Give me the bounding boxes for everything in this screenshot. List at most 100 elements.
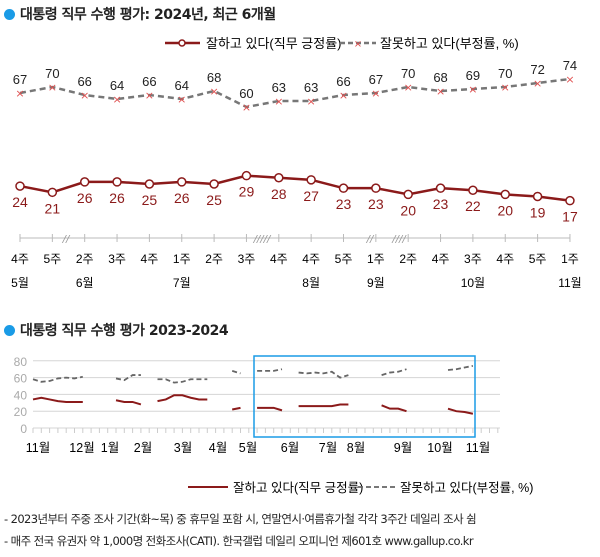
positive-data-label: 28 [271,186,287,202]
bullet-icon [4,8,15,20]
axis-break-mark: ///// [253,234,272,245]
y-tick-label: 80 [14,355,28,369]
legend-negative-marker: × [354,39,362,50]
x-tick-label-week: 5주 [335,252,353,266]
positive-marker [403,189,413,200]
x-tick-label-week: 1주 [367,252,385,266]
negative-segment-line [115,374,141,382]
x-tick-label-month: 11월 [558,276,582,290]
positive-data-label: 21 [45,200,61,216]
positive-data-label: 27 [303,188,319,204]
negative-data-label: 70 [401,66,415,81]
positive-marker [500,189,510,200]
positive-marker [241,170,252,181]
positive-marker [144,179,155,189]
negative-marker: × [533,77,542,90]
y-tick-label: 60 [14,372,28,386]
x-tick-label-week: 1주 [173,252,191,266]
negative-segment-line [257,368,283,372]
negative-segment-line [157,378,208,384]
x-tick-label-month: 3월 [174,441,192,455]
negative-marker: × [15,87,24,100]
x-tick-label-month: 8월 [347,441,365,455]
x-tick-label-week: 3주 [464,252,482,266]
positive-segment-line [298,403,349,408]
bullet-icon [4,324,15,336]
positive-marker [468,185,478,195]
positive-data-label: 23 [336,196,352,212]
x-tick-label-month: 5월 [11,276,29,290]
chart1-legend: 잘하고 있다(직무 긍정률) × 잘못하고 있다(부정률, %) [165,36,519,51]
negative-marker: × [371,87,380,100]
x-tick-label-week: 2주 [205,252,223,266]
x-tick-label-week: 1주 [561,252,579,266]
chart1-title-text: 대통령 직무 수행 평가: 2024년, 최근 6개월 [20,7,276,23]
negative-segment-line [32,375,83,383]
positive-data-label: 25 [206,192,222,208]
positive-data-label: 26 [77,190,93,206]
legend-positive-marker [178,39,186,47]
negative-data-label: 66 [77,74,91,89]
negative-marker: × [565,73,574,86]
negative-data-label: 69 [466,68,480,83]
y-tick-label: 40 [14,388,28,402]
negative-segment-line [231,370,241,375]
x-tick-label-month: 10월 [427,441,452,455]
x-tick-label-month: 8월 [302,276,320,290]
x-tick-label-month: 11월 [26,441,50,455]
x-tick-label-month: 4월 [209,441,227,455]
negative-marker: × [112,93,121,106]
y-tick-label: 0 [20,422,27,436]
x-tick-label-month: 6월 [281,441,299,455]
x-tick-label-month: 9월 [367,276,385,290]
positive-data-label: 25 [142,192,158,208]
positive-series-line [19,174,571,202]
positive-marker [177,177,187,187]
x-tick-label-week: 4주 [432,252,450,266]
positive-data-label: 19 [530,204,546,220]
negative-marker: × [177,93,186,106]
negative-segment-line [298,370,349,379]
legend-positive-label: 잘하고 있다(직무 긍정률) [233,481,363,495]
negative-data-label: 74 [563,58,577,73]
chart2-legend: 잘하고 있다(직무 긍정률) 잘못하고 있다(부정률, %) [188,481,533,495]
negative-data-label: 70 [45,66,59,81]
positive-data-label: 17 [562,209,578,225]
negative-marker: × [242,101,251,114]
negative-data-label: 67 [13,72,27,87]
x-tick-label-month: 7월 [173,276,191,290]
chart2-title-text: 대통령 직무 수행 평가 2023-2024 [20,323,229,339]
axis-break-mark: // [62,234,71,245]
positive-marker [371,183,381,193]
negative-data-label: 68 [207,70,221,85]
x-tick-label-week: 4주 [496,252,514,266]
positive-segment-line [32,396,83,403]
positive-data-label: 23 [368,196,384,212]
note-1: - 2023년부터 주중 조사 기간(화~목) 중 휴무일 포함 시, 연말연시… [4,512,477,526]
legend-negative-label: 잘못하고 있다(부정률, %) [400,481,533,495]
negative-marker: × [436,85,445,98]
negative-marker: × [274,95,283,108]
negative-series-line [19,77,571,109]
x-tick-label-week: 3주 [108,252,126,266]
positive-data-label: 20 [497,202,513,218]
negative-data-label: 60 [239,86,253,101]
x-tick-label-month: 1월 [101,441,119,455]
positive-marker [532,191,543,202]
x-tick-label-month: 10월 [461,276,485,290]
positive-marker [565,195,575,206]
negative-data-label: 63 [304,80,318,95]
positive-data-label: 24 [12,194,28,210]
x-tick-label-week: 4주 [141,252,159,266]
x-tick-label-month: 9월 [394,441,412,455]
axis-break-mark: //// [391,234,407,245]
negative-marker: × [404,81,413,94]
positive-segment-line [115,399,142,406]
positive-marker [112,177,122,187]
x-tick-label-month: 5월 [239,441,257,455]
x-tick-label-month: 2월 [134,441,152,455]
x-tick-label-month: 12월 [69,441,94,455]
positive-marker [79,177,90,187]
positive-segment-line [447,407,474,415]
